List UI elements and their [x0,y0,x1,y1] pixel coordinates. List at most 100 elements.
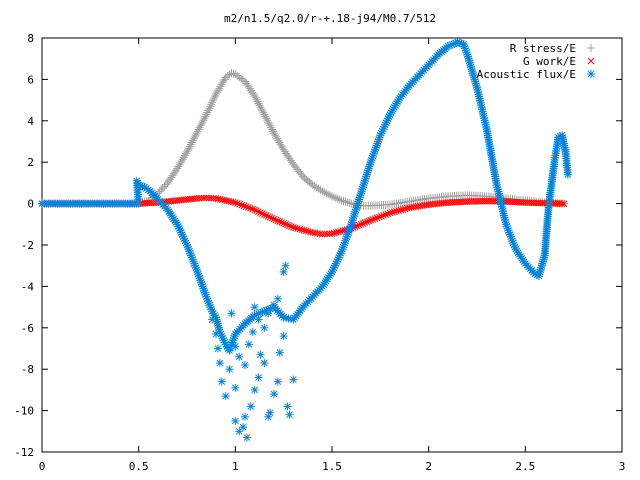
data-point [214,86,223,95]
data-point [329,193,338,202]
data-point [239,423,248,432]
data-point [231,383,240,392]
data-point [284,221,291,229]
data-point [255,208,262,216]
data-point [236,200,243,208]
data-point [388,208,396,216]
data-point [250,303,259,312]
data-point [264,309,273,318]
data-point [260,211,268,218]
data-point [279,267,288,276]
data-point [184,144,193,153]
series-acoustic-flux-e [38,38,572,355]
data-point [401,205,409,213]
data-point [278,219,286,226]
data-point [225,365,234,374]
data-point [205,104,214,113]
data-point [175,160,184,169]
data-point [267,123,276,132]
data-point [158,184,167,193]
data-point [363,218,371,226]
data-point [160,182,169,191]
data-point [256,350,265,359]
data-point [260,110,269,119]
data-point [288,223,295,230]
data-point [361,219,369,226]
x-tick-label: 2 [425,460,432,473]
y-tick-label: -4 [21,280,35,293]
data-point [282,220,289,228]
data-point [375,213,383,221]
data-point [330,229,338,237]
data-point [247,204,254,212]
data-point [289,224,297,231]
data-point [261,112,270,121]
data-point [185,142,194,151]
data-point [266,408,275,417]
data-point [250,91,259,100]
data-point [189,134,198,143]
data-point [183,145,192,154]
data-point [270,301,278,310]
data-point [384,210,392,218]
y-tick-label: 0 [27,198,34,211]
x-tick-label: 0.5 [129,460,149,473]
data-point [253,97,262,106]
data-point [337,227,344,235]
data-point [193,127,202,136]
x-tick-label: 0 [39,460,46,473]
data-point [300,226,308,234]
data-point [201,112,210,121]
data-point [241,361,249,370]
data-point [273,134,282,143]
data-point [292,224,299,232]
data-point [215,84,224,93]
data-point [281,261,290,270]
data-point [355,221,363,229]
data-point [250,385,259,394]
data-point [213,88,222,97]
data-point [195,123,204,132]
data-point [188,136,197,145]
legend-label: Acoustic flux/E [477,68,576,81]
data-point [240,202,248,210]
data-point [213,344,222,353]
legend-marker [587,44,595,52]
data-point [273,294,282,303]
x-tick-label: 2.5 [515,460,535,473]
data-point [200,114,209,123]
data-point [183,147,191,156]
data-point [231,416,240,425]
data-point [251,206,259,214]
data-point [280,219,288,227]
data-point [289,375,298,384]
x-axis: 0 0.5 1 1.5 2 2.5 3 [39,38,625,473]
data-point [262,212,270,219]
data-point [298,226,306,234]
y-tick-label: -12 [14,446,34,459]
data-point [270,390,278,399]
y-axis: -12 -10 -8 -6 -4 -2 0 2 4 6 8 [14,32,622,459]
data-point [345,198,354,207]
data-point [199,116,208,125]
data-point [328,230,336,237]
data-point [244,340,253,349]
data-point [157,185,166,194]
data-point [270,215,278,223]
data-point [333,194,342,203]
data-point [263,116,272,125]
data-point [390,208,398,216]
data-point [252,95,261,104]
data-point [277,142,286,151]
data-point [272,216,280,224]
data-point [179,153,188,162]
data-point [279,332,288,341]
data-point [332,229,340,236]
data-point [365,217,373,225]
data-point [357,220,365,228]
data-point [275,348,284,357]
data-point [305,228,312,235]
data-point [251,93,260,102]
data-point [259,210,266,217]
